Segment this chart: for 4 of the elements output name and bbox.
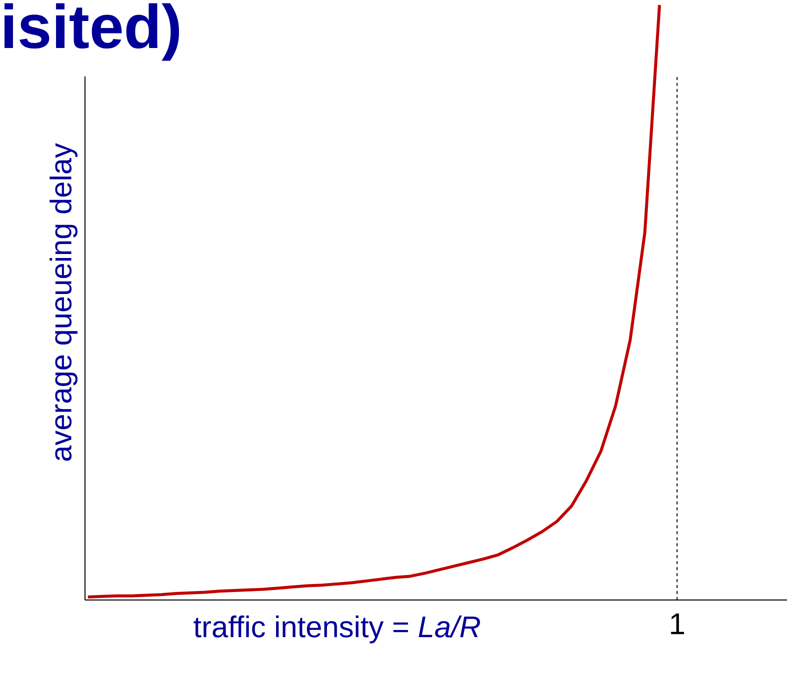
chart-title: isited) (4, 3, 180, 61)
y-axis-title: average queueing delay (50, 143, 78, 461)
x-axis-title: traffic intensity = La/R (194, 616, 480, 644)
text: 1 (671, 614, 684, 634)
